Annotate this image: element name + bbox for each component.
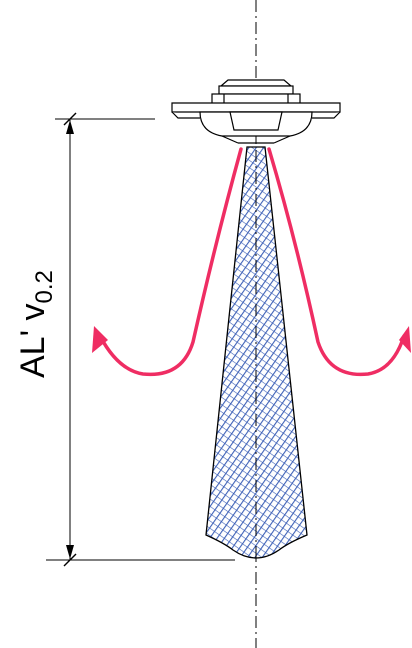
- dimension-label-main: AL' v: [14, 303, 52, 378]
- curved-arrow-icon: [92, 147, 411, 377]
- ceiling-diffuser-icon: [171, 79, 341, 144]
- airflow-arrow-right: [267, 147, 406, 377]
- airflow-arrowhead-right: [399, 326, 411, 353]
- dimension-label: AL' v0.2: [14, 270, 58, 378]
- dimension-arrow-top: [66, 120, 74, 134]
- airflow-arrow-left: [98, 147, 243, 377]
- airflow-arrowhead-left: [92, 326, 108, 353]
- dimension-arrow-bottom: [66, 545, 74, 559]
- dimension-label-subscript: 0.2: [31, 270, 58, 303]
- dimension-line: [46, 112, 235, 567]
